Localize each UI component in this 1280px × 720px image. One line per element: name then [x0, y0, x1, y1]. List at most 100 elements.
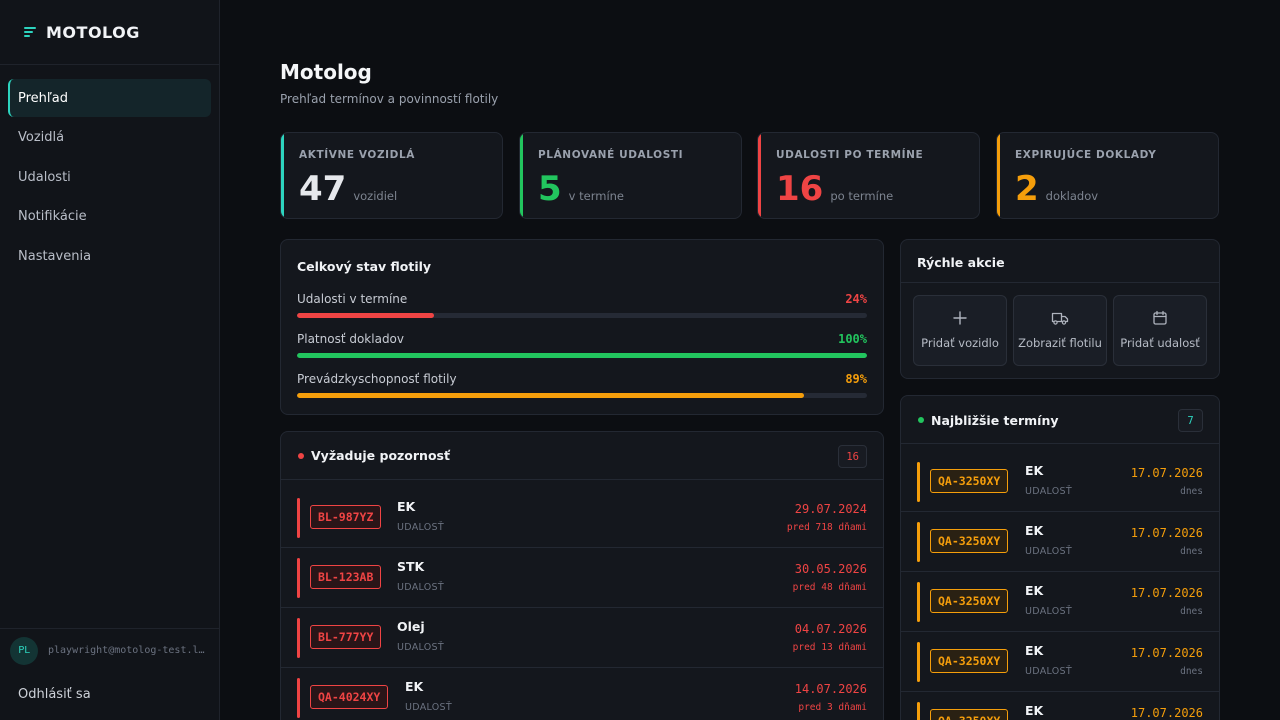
event-type: STK [397, 559, 425, 574]
event-date: 14.07.2026 [794, 682, 867, 696]
list-item[interactable]: BL-123AB STK UDALOSŤ 30.05.2026 pred 48 … [281, 548, 883, 608]
count-badge: 16 [838, 445, 867, 468]
event-kind: UDALOSŤ [397, 642, 444, 653]
add-event-button[interactable]: Pridať udalosť [1113, 295, 1207, 366]
list-item[interactable]: QA-3250XY EK UDALOSŤ 17.07.2026 dnes [901, 512, 1219, 572]
stat-value: 16 [776, 169, 824, 209]
stat-label: UDALOSTI PO TERMÍNE [776, 149, 924, 161]
event-date: 17.07.2026 [1130, 466, 1203, 480]
event-date: 04.07.2026 [794, 622, 867, 636]
list-item[interactable]: QA-3250XY EK UDALOSŤ 17.07.2026 dnes [901, 632, 1219, 692]
event-kind: UDALOSŤ [1025, 606, 1072, 617]
stat-card-planned-events: PLÁNOVANÉ UDALOSTI 5 v termíne [519, 132, 742, 219]
brand[interactable]: MOTOLOG [0, 0, 219, 65]
progress-fleet-operability: Prevádzkyschopnosť flotily 89% [297, 372, 867, 398]
attention-title: Vyžaduje pozornosť [311, 448, 450, 463]
avatar: PL [10, 636, 38, 665]
status-bar [917, 642, 920, 682]
event-relative-time: dnes [1180, 666, 1203, 677]
progress-fill [297, 353, 867, 358]
fleet-status-title: Celkový stav flotily [297, 259, 432, 274]
stat-unit: dokladov [1045, 189, 1099, 203]
event-relative-time: dnes [1180, 546, 1203, 557]
event-date: 17.07.2026 [1130, 646, 1203, 660]
status-bar [297, 558, 300, 598]
license-plate: BL-777YY [310, 625, 382, 649]
progress-fill [297, 393, 805, 398]
status-bar [917, 462, 920, 502]
status-bar [917, 522, 920, 562]
nav-item-nastavenia[interactable]: Nastavenia [18, 248, 92, 264]
menu-lines-icon [24, 26, 38, 38]
show-fleet-label: Zobraziť flotilu [1018, 336, 1102, 350]
attention-header: Vyžaduje pozornosť 16 [281, 432, 883, 480]
event-kind: UDALOSŤ [397, 582, 444, 593]
list-item[interactable]: BL-777YY Olej UDALOSŤ 04.07.2026 pred 13… [281, 608, 883, 668]
list-item[interactable]: QA-3250XY EK UDALOSŤ 17.07.2026 dnes [901, 692, 1219, 720]
user-email: playwright@motolog-test.l… [48, 645, 205, 656]
user-info: PL playwright@motolog-test.l… [0, 628, 219, 672]
stat-unit: v termíne [568, 189, 625, 203]
nav-item-prehlad[interactable]: Prehľad [8, 79, 211, 117]
nav: Prehľad Vozidlá Udalosti Notifikácie Nas… [0, 65, 219, 275]
add-vehicle-button[interactable]: Pridať vozidlo [913, 295, 1007, 366]
status-bar [917, 702, 920, 720]
event-date: 30.05.2026 [794, 562, 867, 576]
event-date: 29.07.2024 [794, 502, 867, 516]
status-dot [298, 453, 304, 459]
event-type: EK [1025, 643, 1044, 658]
event-type: EK [405, 679, 424, 694]
license-plate: QA-3250XY [930, 649, 1009, 673]
progress-documents-validity: Platnosť dokladov 100% [297, 332, 867, 358]
event-date: 17.07.2026 [1130, 526, 1203, 540]
sidebar: MOTOLOG Prehľad Vozidlá Udalosti Notifik… [0, 0, 220, 720]
show-fleet-button[interactable]: Zobraziť flotilu [1013, 295, 1107, 366]
event-relative-time: pred 48 dňami [792, 582, 867, 593]
stat-value: 2 [1015, 169, 1039, 209]
plus-icon [914, 310, 1006, 328]
stat-value: 5 [538, 169, 562, 209]
license-plate: QA-3250XY [930, 469, 1009, 493]
progress-value: 89% [845, 372, 867, 386]
add-event-label: Pridať udalosť [1120, 336, 1200, 350]
stat-label: PLÁNOVANÉ UDALOSTI [538, 149, 684, 161]
nav-item-udalosti[interactable]: Udalosti [18, 169, 71, 185]
event-date: 17.07.2026 [1130, 586, 1203, 600]
event-relative-time: pred 13 dňami [792, 642, 867, 653]
event-kind: UDALOSŤ [1025, 546, 1072, 557]
stat-card-active-vehicles: AKTÍVNE VOZIDLÁ 47 vozidiel [280, 132, 503, 219]
stat-label: AKTÍVNE VOZIDLÁ [299, 149, 415, 161]
event-type: EK [1025, 523, 1044, 538]
stat-card-overdue-events: UDALOSTI PO TERMÍNE 16 po termíne [757, 132, 980, 219]
list-item[interactable]: QA-4024XY EK UDALOSŤ 14.07.2026 pred 3 d… [281, 668, 883, 720]
event-relative-time: pred 3 dňami [798, 702, 867, 713]
upcoming-title: Najbližšie termíny [931, 413, 1059, 428]
stat-unit: vozidiel [353, 189, 398, 203]
progress-fill [297, 313, 434, 318]
calendar-icon [1114, 310, 1206, 328]
list-item[interactable]: BL-987YZ EK UDALOSŤ 29.07.2024 pred 718 … [281, 488, 883, 548]
status-bar [297, 678, 300, 718]
logout-button[interactable]: Odhlásiť sa [18, 687, 91, 702]
status-bar [297, 618, 300, 658]
event-kind: UDALOSŤ [1025, 666, 1072, 677]
attention-panel: Vyžaduje pozornosť 16 BL-987YZ EK UDALOS… [280, 431, 884, 720]
progress-value: 100% [838, 332, 867, 346]
status-bar [917, 582, 920, 622]
nav-item-notifikacie[interactable]: Notifikácie [18, 209, 87, 224]
event-type: EK [397, 499, 416, 514]
add-vehicle-label: Pridať vozidlo [921, 336, 999, 350]
upcoming-panel: Najbližšie termíny 7 QA-3250XY EK UDALOS… [900, 395, 1220, 720]
stat-card-expiring-documents: EXPIRUJÚCE DOKLADY 2 dokladov [996, 132, 1219, 219]
progress-label: Prevádzkyschopnosť flotily [297, 372, 457, 386]
event-type: Olej [397, 619, 425, 634]
event-kind: UDALOSŤ [397, 522, 444, 533]
list-item[interactable]: QA-3250XY EK UDALOSŤ 17.07.2026 dnes [901, 452, 1219, 512]
event-type: EK [1025, 463, 1044, 478]
truck-icon [1014, 310, 1106, 328]
list-item[interactable]: QA-3250XY EK UDALOSŤ 17.07.2026 dnes [901, 572, 1219, 632]
brand-name: MOTOLOG [46, 22, 140, 42]
event-date: 17.07.2026 [1130, 706, 1203, 720]
nav-item-vozidla[interactable]: Vozidlá [18, 130, 65, 145]
status-bar [297, 498, 300, 538]
